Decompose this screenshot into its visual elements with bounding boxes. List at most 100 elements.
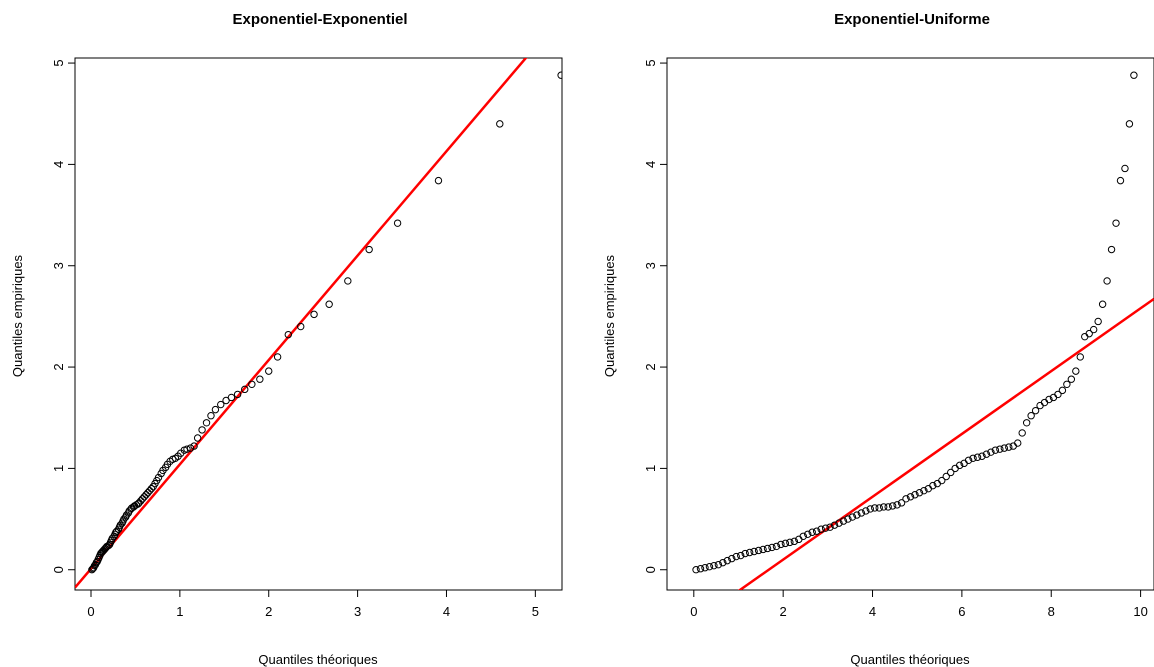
data-point [826,523,834,531]
data-point [879,503,888,511]
data-point [897,499,906,507]
data-point [1018,429,1026,437]
data-point [190,442,198,450]
data-point [906,493,915,501]
data-point [1107,245,1116,254]
data-point [714,560,723,569]
data-point [777,540,785,549]
data-point [325,300,333,308]
data-point [207,412,215,420]
data-point [951,464,959,473]
data-point [817,525,825,533]
data-point [1036,401,1044,410]
data-point [884,503,892,511]
data-point [710,561,718,570]
data-point [750,547,758,556]
data-point [964,456,973,464]
data-point [1005,443,1013,451]
data-point [696,565,705,573]
data-point [973,453,982,461]
data-point [1031,406,1040,415]
data-point [996,445,1004,453]
data-point [888,502,897,510]
data-point [737,551,745,560]
data-point [1009,442,1017,450]
y-tick-label: 4 [51,161,66,168]
data-point [1085,329,1093,338]
data-point [265,367,273,375]
data-point [692,566,700,574]
data-point [144,489,152,497]
data-point [839,517,848,525]
data-point [938,476,946,485]
chart-title: Exponentiel-Exponentiel [232,11,407,28]
y-tick-label: 5 [643,59,658,66]
data-point [140,493,149,501]
data-point [982,450,991,458]
y-tick-label: 5 [51,59,66,66]
x-tick-label: 2 [780,604,787,619]
data-point [248,380,256,388]
x-tick-label: 5 [532,604,539,619]
x-tick-label: 4 [869,604,876,619]
data-point [902,495,910,503]
data-point [211,405,220,414]
data-point [1116,176,1125,185]
data-point [705,562,714,571]
y-tick-label: 1 [643,465,658,472]
y-tick-label: 3 [643,262,658,269]
plot-frame [74,57,563,591]
x-tick-label: 2 [265,604,272,619]
data-point [365,245,373,254]
data-point [991,446,1000,454]
y-tick-label: 2 [643,363,658,370]
data-point [198,426,206,434]
data-point [1054,390,1062,399]
data-point [1014,439,1022,447]
data-point [969,454,977,462]
data-point [768,543,776,552]
data-point [920,486,928,495]
x-tick-label: 10 [1133,604,1147,619]
data-point [866,505,874,513]
data-point [241,385,249,394]
data-point [1063,380,1071,388]
data-point [1067,375,1076,383]
data-point [942,472,950,481]
data-point [857,509,866,517]
data-point [1089,325,1098,334]
data-point [763,544,772,553]
x-axis-label: Quantiles théoriques [258,652,378,667]
data-point [978,452,986,460]
data-point [186,444,195,452]
data-point [1027,412,1035,420]
data-point [835,519,843,527]
data-point [875,504,883,512]
data-point [1081,332,1089,341]
data-point [821,524,830,532]
data-point [745,548,754,557]
data-point [987,448,995,456]
data-point [1130,71,1138,79]
data-point [256,375,264,383]
data-point [1112,219,1120,227]
data-point [844,515,852,523]
data-point [1103,277,1111,285]
x-tick-label: 0 [87,604,94,619]
data-point [1094,317,1102,326]
data-point [893,501,901,509]
data-point [142,491,150,499]
data-point [911,491,919,499]
chart-title: Exponentiel-Uniforme [834,11,990,28]
data-point [759,545,767,554]
panel-exponentiel-uniforme: Exponentiel-Uniforme Quantiles théorique… [602,11,1154,667]
y-tick-label: 0 [51,566,66,573]
data-point [183,445,191,453]
data-point [1058,386,1067,395]
data-point [790,537,799,546]
x-tick-label: 8 [1048,604,1055,619]
data-point [202,419,211,427]
plot-frame [666,57,1154,591]
y-tick-label: 1 [51,465,66,472]
panel-exponentiel-exponentiel: Exponentiel-Exponentiel Quantiles théori… [10,11,563,667]
